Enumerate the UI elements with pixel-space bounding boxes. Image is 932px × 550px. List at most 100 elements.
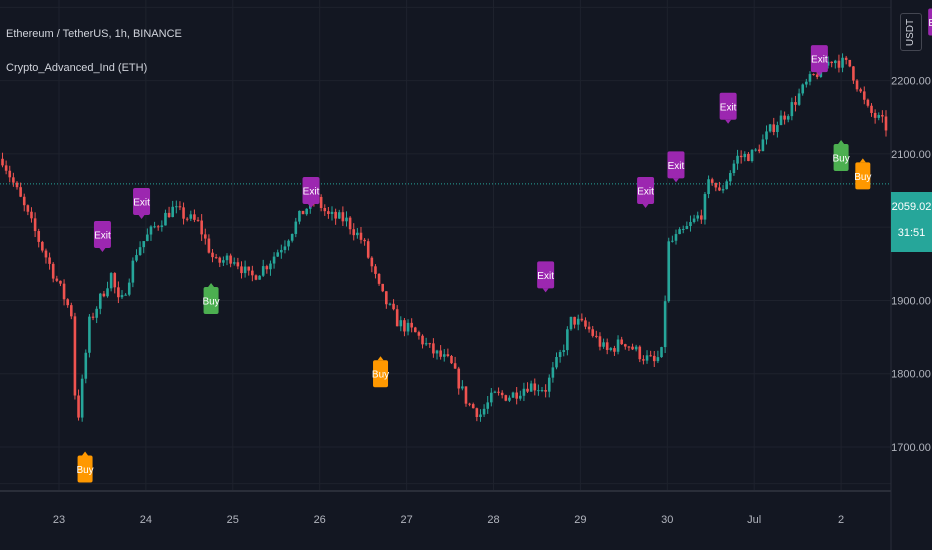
candle-body[interactable]	[700, 215, 703, 220]
candle-body[interactable]	[294, 221, 298, 234]
candle-body[interactable]	[786, 116, 790, 120]
candle-body[interactable]	[102, 293, 106, 297]
candle-body[interactable]	[203, 234, 207, 239]
candle-body[interactable]	[649, 355, 652, 357]
candle-body[interactable]	[475, 408, 479, 418]
candle-body[interactable]	[95, 308, 98, 318]
candle-body[interactable]	[544, 390, 547, 392]
candle-body[interactable]	[55, 278, 59, 281]
candle-body[interactable]	[721, 189, 725, 191]
candle-body[interactable]	[873, 112, 877, 118]
candle-body[interactable]	[710, 179, 714, 183]
candle-body[interactable]	[678, 229, 681, 235]
buy-signal[interactable]: Buy	[202, 282, 220, 314]
candle-body[interactable]	[4, 165, 8, 171]
candle-body[interactable]	[674, 234, 678, 241]
candle-body[interactable]	[88, 316, 91, 353]
exit-signal[interactable]: Exit	[537, 261, 554, 293]
candle-body[interactable]	[852, 66, 855, 81]
exit-signal[interactable]: Exit	[667, 151, 685, 183]
candle-body[interactable]	[656, 357, 660, 362]
candle-body[interactable]	[569, 316, 573, 330]
candle-body[interactable]	[834, 60, 837, 64]
candle-body[interactable]	[812, 74, 815, 76]
candle-body[interactable]	[529, 383, 533, 392]
candle-body[interactable]	[370, 257, 374, 267]
candle-body[interactable]	[432, 343, 435, 354]
candle-body[interactable]	[551, 367, 555, 378]
candle-body[interactable]	[109, 273, 113, 289]
candle-body[interactable]	[298, 210, 301, 222]
candle-body[interactable]	[1, 158, 4, 166]
candle-body[interactable]	[232, 262, 236, 264]
candle-body[interactable]	[522, 388, 526, 396]
candle-body[interactable]	[84, 352, 88, 379]
candle-body[interactable]	[497, 391, 500, 393]
candle-body[interactable]	[341, 212, 345, 222]
candle-body[interactable]	[837, 60, 841, 68]
candle-body[interactable]	[815, 74, 819, 77]
candle-body[interactable]	[240, 266, 243, 274]
candle-body[interactable]	[37, 231, 41, 242]
candle-body[interactable]	[533, 383, 537, 391]
candle-body[interactable]	[175, 206, 178, 208]
candle-body[interactable]	[403, 320, 406, 332]
candle-body[interactable]	[859, 89, 862, 92]
candle-body[interactable]	[345, 217, 348, 222]
currency-button[interactable]: USDT	[900, 13, 922, 51]
symbol-title[interactable]: Ethereum / TetherUS, 1h, BINANCE	[6, 28, 182, 40]
candle-body[interactable]	[265, 266, 269, 270]
candle-body[interactable]	[703, 194, 707, 220]
candle-body[interactable]	[66, 299, 69, 306]
candle-body[interactable]	[638, 346, 642, 360]
candle-body[interactable]	[547, 377, 551, 392]
candle-body[interactable]	[442, 354, 446, 357]
candle-body[interactable]	[272, 256, 276, 264]
candle-body[interactable]	[464, 386, 468, 404]
candle-body[interactable]	[457, 368, 461, 389]
candle-body[interactable]	[435, 350, 439, 354]
candle-body[interactable]	[490, 392, 493, 403]
candle-body[interactable]	[881, 115, 884, 117]
candle-body[interactable]	[696, 215, 700, 219]
buy-signal[interactable]: Buy	[372, 356, 389, 388]
candle-body[interactable]	[127, 282, 131, 295]
candle-body[interactable]	[290, 233, 294, 241]
candle-body[interactable]	[251, 270, 254, 276]
candle-body[interactable]	[113, 273, 117, 288]
candle-body[interactable]	[301, 210, 305, 215]
candle-body[interactable]	[124, 294, 127, 296]
candle-body[interactable]	[91, 316, 95, 318]
candle-body[interactable]	[591, 329, 595, 336]
candle-body[interactable]	[327, 211, 330, 215]
candle-body[interactable]	[504, 395, 508, 401]
candle-body[interactable]	[276, 252, 279, 257]
candle-body[interactable]	[218, 257, 222, 263]
candle-body[interactable]	[772, 124, 776, 133]
candle-body[interactable]	[518, 395, 522, 399]
candle-body[interactable]	[392, 303, 395, 310]
candle-body[interactable]	[671, 240, 674, 242]
candle-body[interactable]	[254, 275, 258, 280]
candle-body[interactable]	[616, 339, 620, 352]
candle-body[interactable]	[149, 226, 153, 235]
candle-body[interactable]	[580, 318, 584, 321]
candle-body[interactable]	[830, 61, 833, 64]
candle-body[interactable]	[566, 329, 569, 351]
candle-body[interactable]	[848, 59, 852, 67]
candle-body[interactable]	[808, 74, 812, 82]
candle-body[interactable]	[707, 179, 710, 195]
candle-body[interactable]	[801, 84, 805, 94]
candle-body[interactable]	[399, 320, 403, 327]
candlestick-series[interactable]	[1, 53, 888, 422]
candle-body[interactable]	[207, 238, 211, 253]
candle-body[interactable]	[366, 241, 370, 258]
candle-body[interactable]	[229, 255, 232, 264]
candle-body[interactable]	[236, 262, 240, 267]
candle-body[interactable]	[142, 241, 146, 248]
candle-body[interactable]	[692, 218, 696, 223]
candle-body[interactable]	[493, 391, 497, 393]
candle-body[interactable]	[511, 392, 515, 398]
candle-body[interactable]	[287, 240, 290, 247]
candle-body[interactable]	[337, 212, 341, 219]
